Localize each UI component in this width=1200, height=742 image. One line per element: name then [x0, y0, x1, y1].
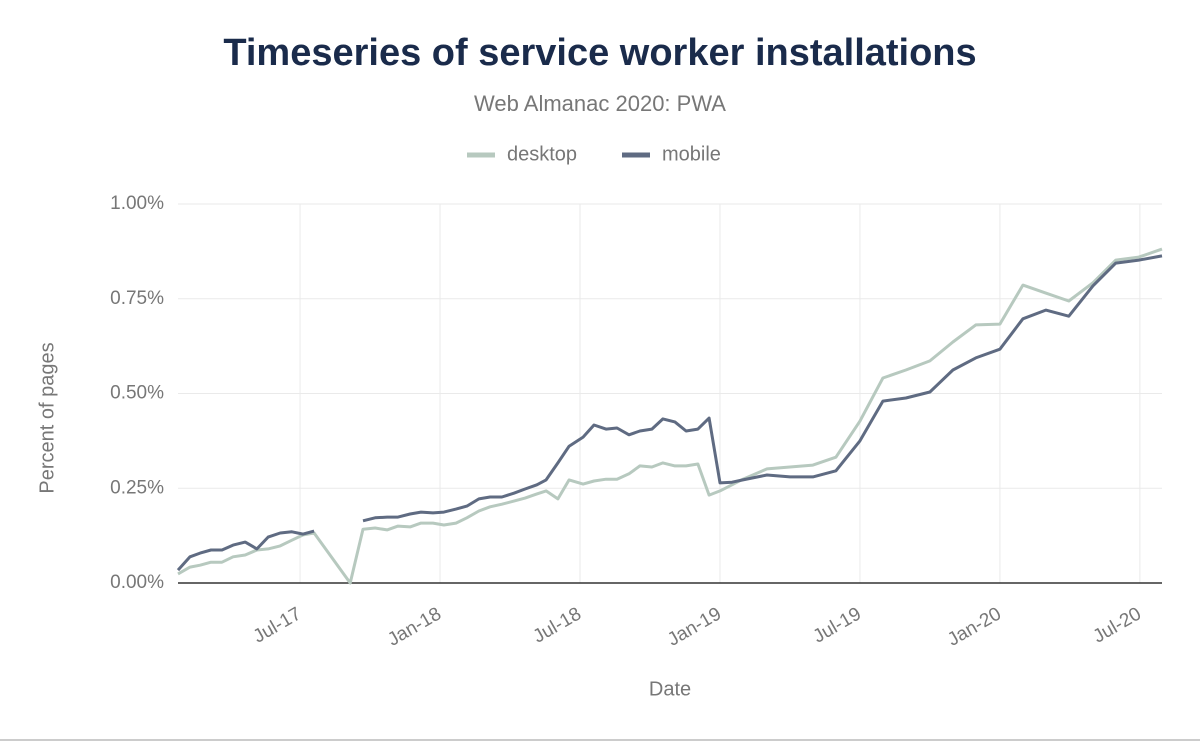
data-line — [176, 254, 1163, 572]
y-axis-label: Percent of pages — [36, 342, 58, 493]
x-tick-label: Jul-19 — [810, 603, 865, 647]
x-tick-label: Jul-18 — [530, 603, 585, 647]
legend-label: mobile — [662, 143, 721, 165]
x-tick-label: Jan-19 — [664, 603, 725, 650]
y-tick-label: 1.00% — [110, 193, 164, 214]
y-tick-label: 0.00% — [110, 572, 164, 593]
x-axis-label: Date — [649, 678, 691, 700]
y-tick-label: 0.50% — [110, 383, 164, 404]
y-tick-label: 0.25% — [110, 477, 164, 498]
x-tick-label: Jan-18 — [384, 603, 445, 650]
y-tick-label: 0.75% — [110, 288, 164, 309]
chart-title: Timeseries of service worker installatio… — [223, 32, 976, 74]
x-tick-label: Jul-20 — [1090, 603, 1145, 647]
legend-label: desktop — [507, 143, 577, 165]
chart-subtitle: Web Almanac 2020: PWA — [474, 91, 726, 116]
x-tick-label: Jan-20 — [944, 603, 1005, 650]
x-tick-label: Jul-17 — [250, 603, 305, 647]
data-line — [177, 247, 1163, 585]
